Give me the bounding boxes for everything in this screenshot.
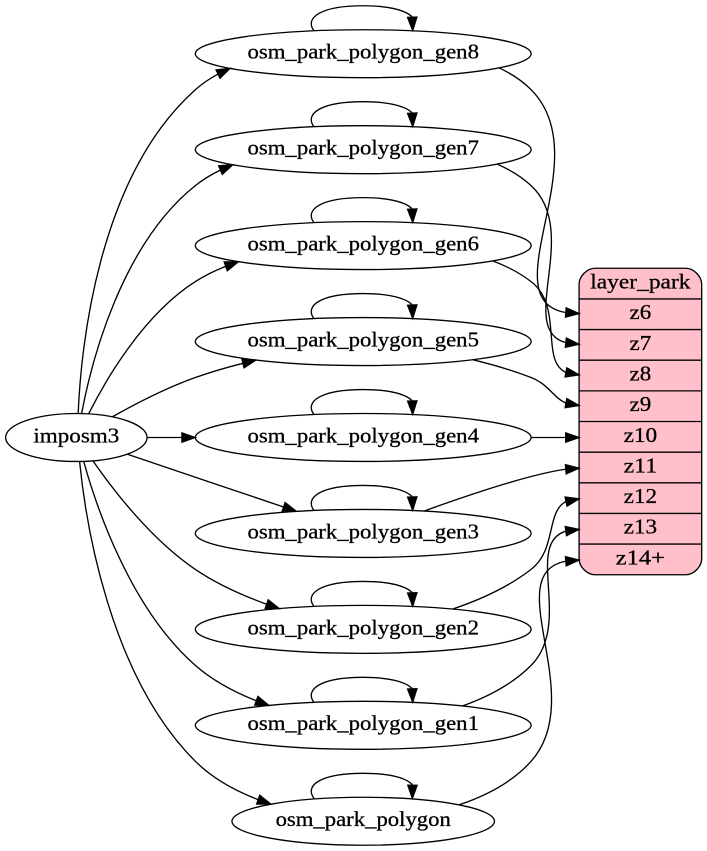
svg-text:osm_park_polygon_gen4: osm_park_polygon_gen4 <box>247 425 478 447</box>
svg-text:osm_park_polygon_gen6: osm_park_polygon_gen6 <box>247 234 478 256</box>
svg-text:z10: z10 <box>624 425 658 447</box>
svg-text:osm_park_polygon_gen5: osm_park_polygon_gen5 <box>247 329 478 351</box>
svg-text:z12: z12 <box>624 486 658 508</box>
svg-text:layer_park: layer_park <box>590 272 691 294</box>
svg-text:imposm3: imposm3 <box>33 425 119 447</box>
svg-text:z11: z11 <box>624 455 658 477</box>
svg-text:z8: z8 <box>630 363 652 385</box>
svg-text:z13: z13 <box>624 517 658 539</box>
svg-text:z9: z9 <box>630 394 652 416</box>
svg-text:osm_park_polygon_gen1: osm_park_polygon_gen1 <box>247 713 478 735</box>
svg-text:z7: z7 <box>630 333 652 355</box>
svg-text:z14+: z14+ <box>616 547 665 569</box>
svg-text:osm_park_polygon_gen3: osm_park_polygon_gen3 <box>247 521 478 543</box>
svg-text:z6: z6 <box>630 302 652 324</box>
svg-text:osm_park_polygon_gen2: osm_park_polygon_gen2 <box>247 617 478 639</box>
svg-text:osm_park_polygon_gen7: osm_park_polygon_gen7 <box>247 138 478 160</box>
svg-text:osm_park_polygon_gen8: osm_park_polygon_gen8 <box>247 42 478 64</box>
svg-text:osm_park_polygon: osm_park_polygon <box>276 809 452 831</box>
